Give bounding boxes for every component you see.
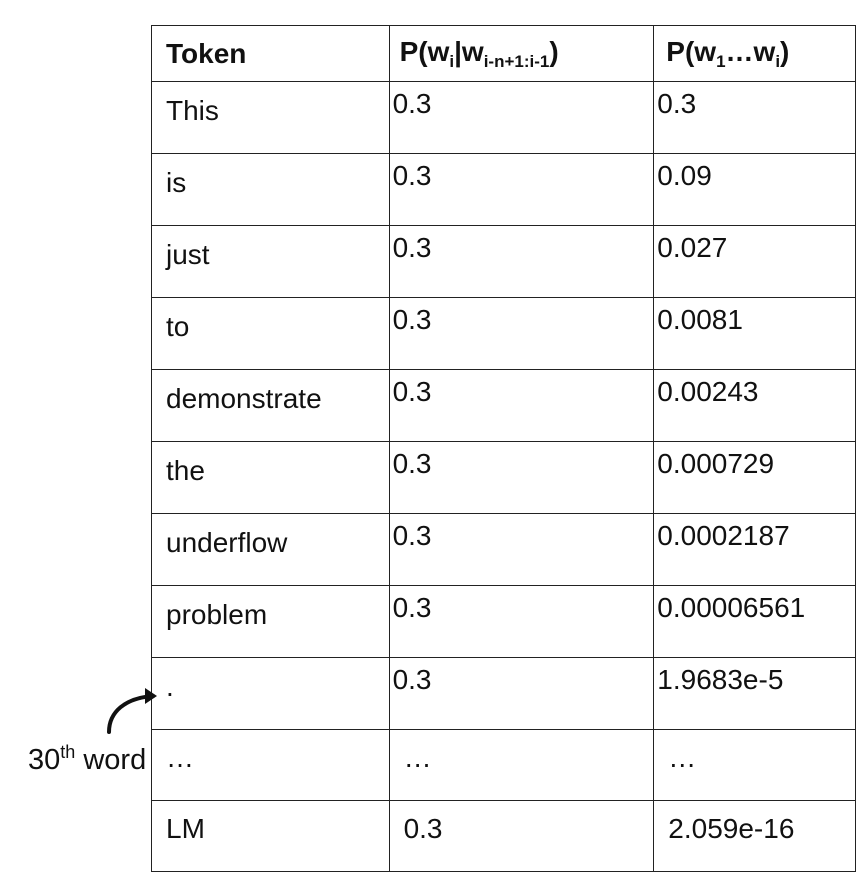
table-row: is 0.3 0.09 (151, 153, 856, 226)
curved-arrow-icon (107, 688, 157, 734)
joint-prob-cell: 0.0002187 (653, 513, 856, 586)
cond-prob-cell: … (388, 729, 655, 801)
table-row: problem 0.3 0.00006561 (151, 585, 856, 658)
joint-prob-cell: 0.000729 (653, 441, 856, 514)
ellipsis-row: … … … (151, 729, 856, 801)
token-cell: the (151, 441, 390, 514)
token-cell: demonstrate (151, 369, 390, 442)
header-token: Token (151, 25, 390, 82)
header-conditional-probability: P(wi|wi-n+1:i-1) (388, 25, 655, 82)
cond-prob-cell: 0.3 (388, 657, 655, 730)
header-joint-probability: P(w1…wi) (653, 25, 856, 82)
table-row: to 0.3 0.0081 (151, 297, 856, 370)
last-row: LM 0.3 2.059e-16 (151, 800, 856, 872)
joint-prob-cell: 1.9683e-5 (653, 657, 856, 730)
token-cell: underflow (151, 513, 390, 586)
joint-prob-cell: 0.027 (653, 225, 856, 298)
joint-prob-cell: 0.09 (653, 153, 856, 226)
joint-prob-cell: 2.059e-16 (653, 800, 856, 872)
token-cell: This (151, 81, 390, 154)
table-row: This 0.3 0.3 (151, 81, 856, 154)
cond-prob-cell: 0.3 (388, 297, 655, 370)
token-cell: is (151, 153, 390, 226)
joint-prob-cell: 0.00006561 (653, 585, 856, 658)
cond-prob-cell: 0.3 (388, 441, 655, 514)
token-cell: LM (151, 800, 390, 872)
cond-prob-cell: 0.3 (388, 369, 655, 442)
joint-prob-cell: 0.3 (653, 81, 856, 154)
token-cell: problem (151, 585, 390, 658)
cond-prob-cell: 0.3 (388, 585, 655, 658)
probability-table: Token P(wi|wi-n+1:i-1) P(w1…wi) This 0.3… (151, 25, 856, 872)
token-cell: just (151, 225, 390, 298)
token-cell: … (151, 729, 390, 801)
cond-prob-cell: 0.3 (388, 81, 655, 154)
joint-prob-cell: 0.00243 (653, 369, 856, 442)
table-row: demonstrate 0.3 0.00243 (151, 369, 856, 442)
cond-prob-cell: 0.3 (388, 513, 655, 586)
token-cell: . (151, 657, 390, 730)
table-row: underflow 0.3 0.0002187 (151, 513, 856, 586)
table-row: . 0.3 1.9683e-5 (151, 657, 856, 730)
cond-prob-cell: 0.3 (388, 225, 655, 298)
table-row: just 0.3 0.027 (151, 225, 856, 298)
joint-prob-cell: … (653, 729, 856, 801)
joint-prob-cell: 0.0081 (653, 297, 856, 370)
header-row: Token P(wi|wi-n+1:i-1) P(w1…wi) (151, 25, 856, 82)
token-cell: to (151, 297, 390, 370)
cond-prob-cell: 0.3 (388, 800, 655, 872)
thirtieth-word-label: 30th word (28, 742, 147, 776)
cond-prob-cell: 0.3 (388, 153, 655, 226)
table-row: the 0.3 0.000729 (151, 441, 856, 514)
